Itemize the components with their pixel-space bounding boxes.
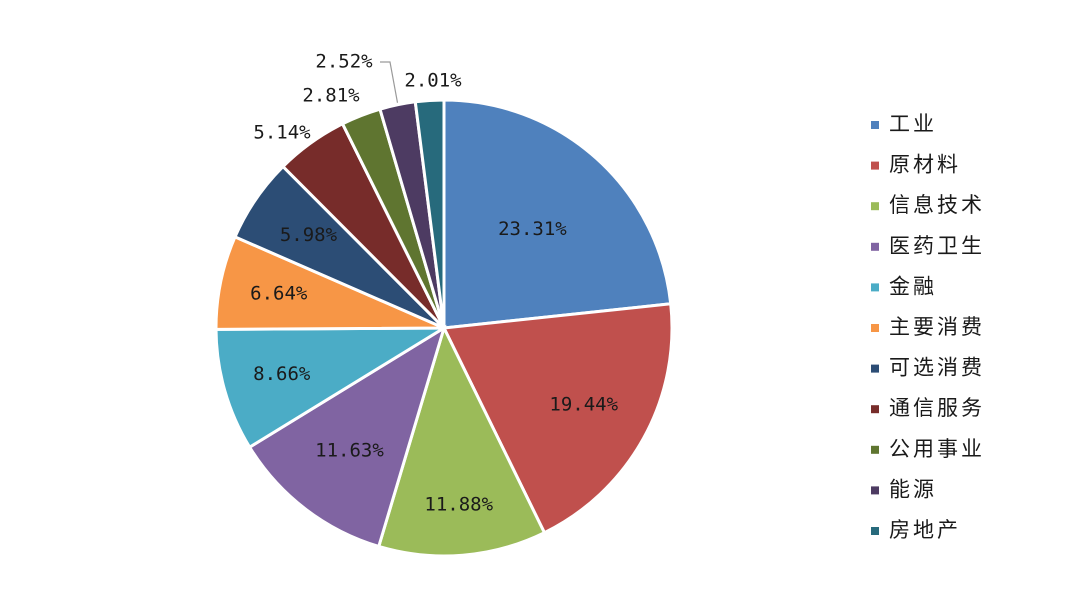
slice-2 [376, 323, 547, 558]
legend-swatch-2 [871, 202, 879, 211]
legend-label-6: 可选消费 [889, 356, 985, 380]
legend-label-9: 能源 [889, 477, 937, 501]
legend-label-8: 公用事业 [889, 437, 985, 461]
data-label-2: 11.88% [424, 494, 493, 516]
data-label-4: 8.66% [253, 363, 311, 385]
data-label-10: 2.01% [404, 70, 462, 92]
data-label-3: 11.63% [315, 439, 384, 461]
legend-label-7: 通信服务 [889, 396, 985, 420]
legend-swatch-10 [871, 527, 879, 535]
slice-10 [413, 98, 446, 329]
data-label-7: 5.14% [253, 122, 311, 144]
legend-label-2: 信息技术 [889, 193, 985, 217]
legend-swatch-8 [871, 445, 879, 454]
leader-line-9 [380, 61, 399, 103]
data-label-6: 5.98% [280, 224, 338, 246]
legend-label-3: 医药卫生 [889, 234, 985, 258]
data-label-5: 6.64% [250, 283, 308, 305]
legend-swatch-7 [871, 405, 879, 414]
legend-swatch-6 [871, 364, 879, 373]
slice-0 [442, 98, 673, 330]
data-label-0: 23.31% [498, 218, 567, 240]
legend-swatch-9 [871, 486, 879, 495]
legend-swatch-4 [871, 283, 879, 292]
legend-swatch-0 [871, 121, 879, 129]
legend-swatch-1 [871, 161, 879, 170]
data-label-9: 2.52% [315, 51, 373, 73]
slice-1 [441, 302, 674, 535]
leader-lines [380, 61, 399, 103]
legend-label-10: 房地产 [889, 518, 961, 542]
slice-4 [214, 326, 450, 450]
data-label-8: 2.81% [302, 85, 360, 107]
legend-swatch-3 [871, 242, 879, 251]
legend-label-0: 工业 [889, 112, 937, 136]
legend-swatch-5 [871, 324, 879, 332]
legend-label-5: 主要消费 [889, 315, 985, 339]
legend-label-4: 金融 [889, 274, 937, 298]
slice-3 [247, 324, 447, 549]
data-labels: 23.31% 19.44% 11.88% 11.63% 8.66% 6.64% 5.98% 5… [250, 51, 618, 516]
pie-slices [214, 98, 674, 558]
data-label-1: 19.44% [549, 394, 618, 416]
legend-label-1: 原材料 [889, 153, 961, 177]
